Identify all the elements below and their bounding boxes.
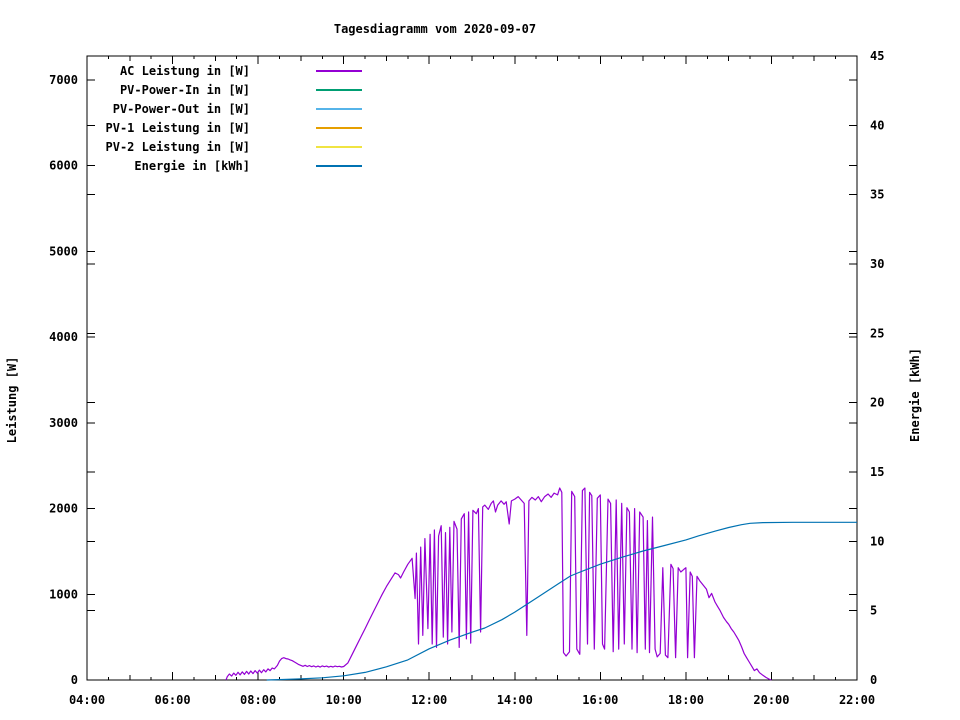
chart-title: Tagesdiagramm vom 2020-09-07 [334, 22, 536, 36]
x-tick-label: 22:00 [839, 693, 875, 707]
legend-row: PV-Power-In in [W] [120, 83, 362, 97]
x-tick-label: 14:00 [497, 693, 533, 707]
series-line-ac-leistung-in-w [225, 487, 772, 681]
x-tick-label: 08:00 [240, 693, 276, 707]
legend-row: Energie in [kWh] [134, 159, 362, 173]
x-tick-label: 16:00 [582, 693, 618, 707]
y-left-tick-label: 4000 [49, 330, 78, 344]
y-left-tick-label: 5000 [49, 244, 78, 258]
y-right-tick-label: 40 [870, 118, 884, 132]
y-right-tick-label: 0 [870, 673, 877, 687]
legend-label-pv-2-leistung-in-w: PV-2 Leistung in [W] [106, 140, 251, 154]
y-left-axis-label: Leistung [W] [5, 357, 19, 444]
legend: AC Leistung in [W] PV-Power-In in [W] PV-P… [106, 64, 362, 173]
x-tick-label: 18:00 [668, 693, 704, 707]
y-left-tick-label: 7000 [49, 73, 78, 87]
y-right-tick-label: 25 [870, 326, 884, 340]
y-left-tick-label: 3000 [49, 416, 78, 430]
legend-label-ac-leistung-in-w: AC Leistung in [W] [120, 64, 250, 78]
x-tick-label: 12:00 [411, 693, 447, 707]
x-tick-label: 04:00 [69, 693, 105, 707]
y-right-tick-label: 20 [870, 396, 884, 410]
legend-row: PV-1 Leistung in [W] [106, 121, 362, 135]
x-tick-label: 06:00 [154, 693, 190, 707]
axes-layer: 04:00 06:00 08:00 10:00 12:00 14:00 16:00 18:00… [49, 49, 884, 707]
y-left-tick-label: 6000 [49, 159, 78, 173]
y-right-tick-label: 10 [870, 534, 884, 548]
y-left-tick-label: 0 [71, 673, 78, 687]
y-right-tick-label: 35 [870, 188, 884, 202]
legend-label-pv-power-out-in-w: PV-Power-Out in [W] [113, 102, 250, 116]
y-left-tick-label: 2000 [49, 502, 78, 516]
y-right-tick-label: 30 [870, 257, 884, 271]
y-right-axis-label: Energie [kWh] [908, 348, 922, 442]
x-tick-label: 20:00 [753, 693, 789, 707]
y-right-tick-label: 5 [870, 604, 877, 618]
series-line-energie-in-kwh [266, 521, 857, 681]
legend-row: AC Leistung in [W] [120, 64, 362, 78]
y-right-tick-label: 45 [870, 49, 884, 63]
legend-row: PV-2 Leistung in [W] [106, 140, 362, 154]
legend-row: PV-Power-Out in [W] [113, 102, 362, 116]
legend-label-pv-power-in-in-w: PV-Power-In in [W] [120, 83, 250, 97]
y-left-tick-label: 1000 [49, 587, 78, 601]
y-right-tick-label: 15 [870, 465, 884, 479]
x-tick-label: 10:00 [326, 693, 362, 707]
legend-label-pv-1-leistung-in-w: PV-1 Leistung in [W] [106, 121, 251, 135]
legend-label-energie-in-kwh: Energie in [kWh] [134, 159, 250, 173]
series-layer [225, 487, 857, 681]
